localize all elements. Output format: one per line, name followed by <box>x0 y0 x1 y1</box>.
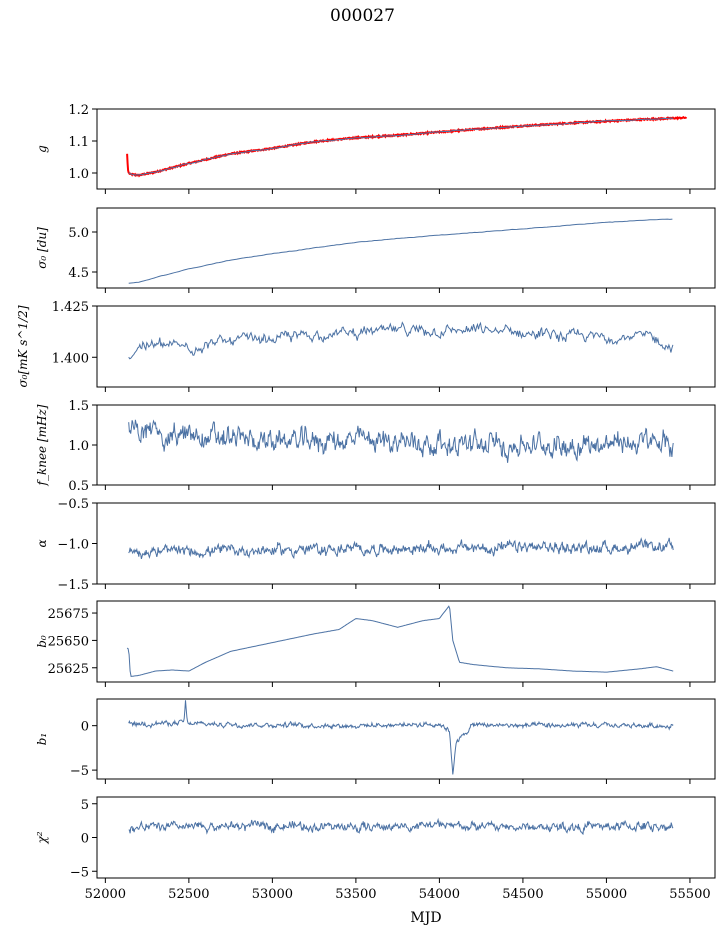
y-axis-label: f_knee [mHz] <box>35 404 49 486</box>
series-line <box>128 817 674 835</box>
plot-frame <box>96 108 716 190</box>
y-tick-label: 0 <box>81 720 89 735</box>
y-tick-label: 1.0 <box>68 439 89 454</box>
panel-7: −5 0 b₁ <box>35 698 716 784</box>
y-axis-label: b₀ <box>35 635 49 648</box>
y-axis-label: b₁ <box>35 733 49 746</box>
y-tick-label: 1.0 <box>68 167 89 182</box>
y-tick-label: 0.5 <box>68 479 89 494</box>
series-line <box>128 321 674 360</box>
y-tick-label: −1.0 <box>57 538 89 553</box>
x-tick-label: 52000 <box>85 887 126 902</box>
y-tick-label: 0 <box>81 832 89 847</box>
y-axis-label: g <box>35 145 49 153</box>
plot-frame <box>96 796 716 879</box>
panel-6: 25625 25650 25675 b₀ <box>35 600 716 687</box>
panel-1: 1.0 1.1 1.2 g <box>35 103 716 194</box>
panel-2: 4.5 5.0 σ₀ [du] <box>35 207 716 293</box>
x-tick-label: 53000 <box>252 887 293 902</box>
y-tick-label: 1.425 <box>52 300 89 315</box>
plot-frame <box>96 698 716 780</box>
y-tick-label: 25625 <box>48 662 89 677</box>
panel-4: 0.5 1.0 1.5 f_knee [mHz] <box>35 399 716 494</box>
y-tick-label: 25650 <box>48 634 89 649</box>
y-axis-label: σ₀ [du] <box>35 227 49 269</box>
figure-title: 000027 <box>330 6 395 26</box>
plot-frame <box>96 305 716 388</box>
y-tick-label: 5.0 <box>68 226 89 241</box>
y-tick-label: 1.2 <box>68 103 89 118</box>
x-tick-label: 55000 <box>586 887 627 902</box>
series-line <box>126 115 688 178</box>
y-axis-label: χ² <box>35 831 49 844</box>
y-tick-label: −5 <box>70 865 89 880</box>
y-tick-label: −1.5 <box>57 578 89 593</box>
panel-5: −1.5 −1.0 −0.5 α <box>35 497 716 593</box>
plot-frame <box>96 207 716 289</box>
panel-8: −5 0 5 52000 52500 53000 53500 54000 54500 55000 5… <box>35 796 716 926</box>
series-line <box>128 700 674 775</box>
x-tick-label: 55500 <box>669 887 710 902</box>
y-tick-label: 1.5 <box>68 399 89 414</box>
y-tick-label: 1.1 <box>68 135 89 150</box>
y-tick-label: −5 <box>70 764 89 779</box>
plot-frame <box>96 600 716 683</box>
x-tick-label: 53500 <box>335 887 376 902</box>
x-tick-label: 54000 <box>419 887 460 902</box>
panel-3: 1.400 1.425 σ₀[mK s^1/2] <box>16 300 716 392</box>
y-tick-label: 5 <box>81 798 89 813</box>
x-tick-label: 54500 <box>502 887 543 902</box>
series-line <box>128 117 674 176</box>
x-tick-label: 52500 <box>168 887 209 902</box>
x-axis-label: MJD <box>410 910 441 926</box>
series-line <box>128 419 674 463</box>
series-line <box>128 218 673 284</box>
plot-frame <box>96 502 716 585</box>
y-axis-label: σ₀[mK s^1/2] <box>16 305 30 387</box>
y-tick-label: 25675 <box>48 607 89 622</box>
y-axis-label: α <box>35 539 49 547</box>
y-tick-label: 4.5 <box>68 266 89 281</box>
series-line <box>128 537 674 560</box>
series-line <box>126 605 674 677</box>
y-tick-label: −0.5 <box>57 497 89 512</box>
y-tick-label: 1.400 <box>52 351 89 366</box>
